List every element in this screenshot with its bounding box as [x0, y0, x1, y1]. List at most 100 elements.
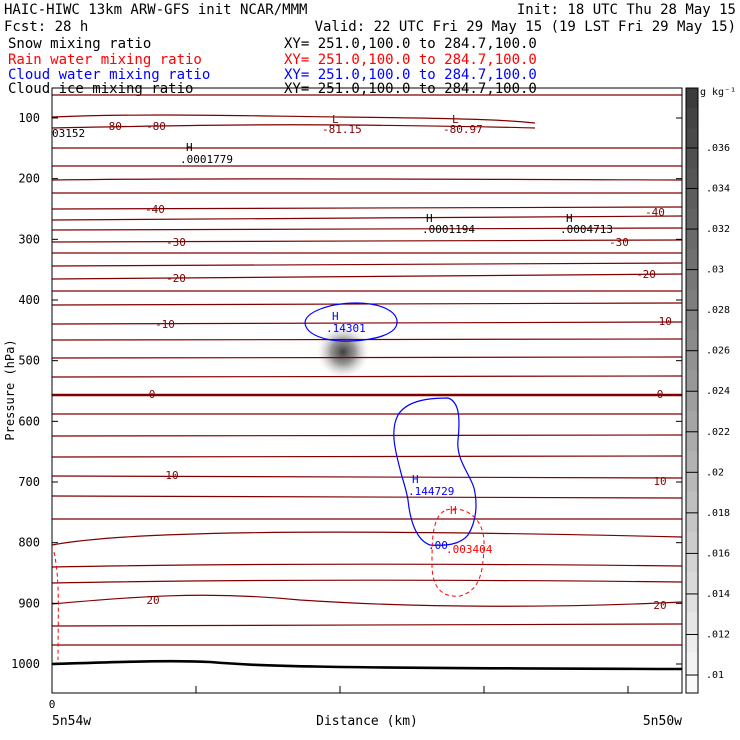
rain-water-contour [431, 508, 485, 597]
isotherm-line [51, 338, 683, 341]
colorbar-segment [686, 491, 698, 512]
extrema-symbol: L [332, 113, 339, 126]
temperature-label: -30 [609, 236, 629, 249]
colorbar-segment [686, 289, 698, 311]
extrema-value: .14301 [326, 322, 366, 335]
colorbar-tick-label: .036 [706, 143, 730, 154]
x-axis: 0 [49, 686, 629, 711]
colorbar-segment [686, 531, 698, 553]
temperature-label: 0 [657, 388, 664, 401]
extrema-symbol: H [332, 310, 339, 323]
isotherm-line [51, 178, 683, 181]
colorbar-tick-label: .022 [706, 427, 730, 438]
temperature-label: -40 [645, 206, 665, 219]
colorbar-segment [686, 652, 698, 674]
colorbar-segment [686, 108, 698, 129]
init-time: Init: 18 UTC Thu 28 May 15 [517, 2, 736, 18]
colorbar-segment [686, 551, 698, 573]
colorbar-segment [686, 229, 698, 250]
colorbar-segment [686, 632, 698, 654]
isotherm-line [51, 302, 683, 306]
colorbar-tick-label: .03 [706, 265, 724, 276]
colorbar-segment [686, 511, 698, 533]
colorbar-segment [686, 249, 698, 270]
colorbar-segment [686, 370, 698, 391]
plot-frame [51, 87, 683, 694]
temperature-label: -40 [145, 203, 165, 216]
colorbar-segment [686, 572, 698, 593]
y-tick-label: 200 [18, 172, 40, 186]
isotherm-line [51, 215, 683, 221]
extrema-markers: L-81.15L-80.97H.0001779H.0001194H.000471… [180, 113, 613, 556]
isotherm-line [51, 321, 683, 325]
isotherm-line [51, 495, 683, 499]
plot-title: HAIC-HIWC 13km ARW-GFS init NCAR/MMM [4, 2, 307, 18]
colorbar-frame [685, 87, 699, 694]
valid-time: Valid: 22 UTC Fri 29 May 15 (19 LST Fri … [315, 19, 736, 35]
temperature-label: -10 [652, 315, 672, 328]
field-cloudice-xy: XY= 251.0,100.0 to 284.7,100.0 [284, 81, 537, 97]
colorbar-tick-label: .024 [706, 386, 730, 397]
colorbar-segment [686, 148, 698, 170]
isotherm-line [51, 531, 683, 546]
extrema-value: -80.97 [443, 123, 483, 136]
isotherm-line [51, 579, 683, 584]
forecast-hour: Fcst: 28 h [4, 19, 88, 35]
colorbar-tick-label: .012 [706, 629, 730, 640]
x-tick-label: 0 [49, 698, 56, 711]
y-tick-label: 800 [18, 536, 40, 550]
colorbar-segment [686, 592, 698, 613]
x-axis-label: Distance (km) [316, 714, 418, 729]
colorbar-segment [686, 309, 698, 331]
field-rain-name: Rain water mixing ratio [8, 52, 202, 68]
colorbar-tick-label: .016 [706, 548, 730, 559]
temperature-label: 10 [653, 475, 666, 488]
y-tick-label: 100 [18, 111, 40, 125]
isotherm-line [51, 434, 683, 437]
colorbar-segment [686, 209, 698, 230]
temperature-label: 20 [653, 599, 666, 612]
isotherm-line [51, 594, 683, 607]
cloud-water-contour [304, 302, 398, 342]
field-snow-name: Snow mixing ratio [8, 36, 151, 52]
colorbar-segment [686, 612, 698, 633]
isotherm-line [51, 114, 536, 124]
y-tick-label: 700 [18, 475, 40, 489]
isotherm-lines [51, 94, 683, 646]
extrema-symbol: H [186, 141, 193, 154]
temperature-label: -30 [166, 236, 186, 249]
isotherm-line [51, 623, 683, 627]
field-cloudwater-name: Cloud water mixing ratio [8, 67, 210, 83]
x-end-label: 5n50w [643, 714, 682, 729]
colorbar-tick-label: .032 [706, 224, 730, 235]
colorbar-segment [686, 330, 698, 351]
isotherm-line [51, 455, 683, 458]
temperature-label: -80 [102, 120, 122, 133]
colorbar-tick-label: .014 [706, 589, 730, 600]
colorbar-segment [686, 410, 698, 432]
extrema-symbol: H [426, 212, 433, 225]
colorbar-segment [686, 188, 698, 210]
temperature-label: -20 [166, 272, 186, 285]
colorbar-segment [686, 269, 698, 291]
isotherm-line [51, 262, 683, 267]
rain-water-contours [53, 508, 485, 661]
field-snow-xy: XY= 251.0,100.0 to 284.7,100.0 [284, 36, 537, 52]
field-rain-xy: XY= 251.0,100.0 to 284.7,100.0 [284, 52, 537, 68]
extrema-value: .0001194 [422, 223, 475, 236]
y-tick-label: 1000 [11, 657, 40, 671]
colorbar-tick-label: .02 [706, 467, 724, 478]
colorbar-tick-label: .026 [706, 346, 730, 357]
temperature-label: 20 [146, 594, 159, 607]
colorbar-tick-label: .028 [706, 305, 730, 316]
extrema-symbol: L [452, 113, 459, 126]
temperature-label: -80 [146, 120, 166, 133]
colorbar-segment [686, 471, 698, 492]
y-tick-label: 600 [18, 414, 40, 428]
isotherm-line [51, 375, 683, 378]
colorbar-tick-label: .01 [706, 670, 724, 681]
colorbar-segment [686, 168, 698, 190]
